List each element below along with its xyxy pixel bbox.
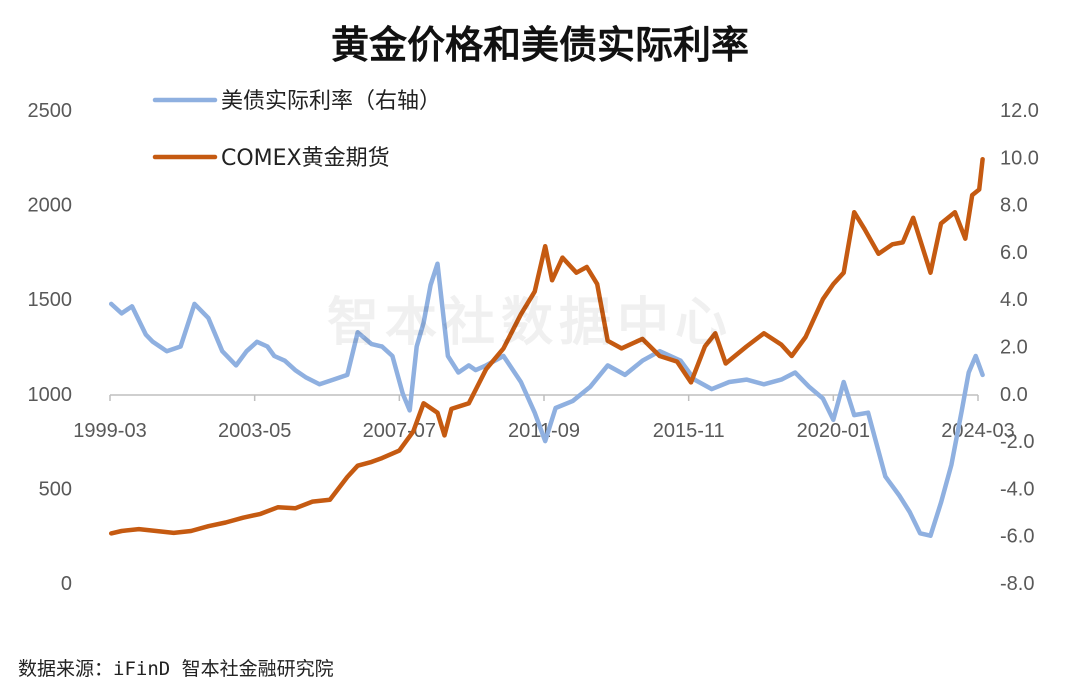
axes-group: 0 500 1000 1500 2000 2500 -8.0 -6.0 -4.0 -2.0 0.0 2…	[28, 100, 1039, 595]
series-line-gold-futures	[108, 156, 985, 536]
y-right-tick-label: -4.0	[1000, 478, 1034, 500]
x-tick-label: 2020-01	[797, 420, 870, 442]
y-right-tick-label: 12.0	[1000, 100, 1039, 122]
y-right-tick-label: 0.0	[1000, 384, 1028, 406]
y-right-tick-label: -2.0	[1000, 431, 1034, 453]
x-tick-label: 2011-09	[508, 420, 580, 442]
y-left-tick-label: 1500	[28, 289, 73, 311]
series-line-real-rate	[108, 261, 985, 538]
x-tick-label: 2003-05	[218, 420, 291, 442]
legend-group: 美债实际利率（右轴） COMEX黄金期货	[152, 89, 441, 171]
y-left-tick-label: 2000	[28, 195, 73, 217]
y-right-tick-label: 2.0	[1000, 337, 1028, 359]
watermark-text: 智本社数据中心	[326, 293, 733, 353]
y-right-tick-label: 6.0	[1000, 242, 1028, 264]
y-left-tick-label: 500	[39, 478, 72, 500]
legend-label: COMEX黄金期货	[221, 146, 390, 171]
y-right-tick-label: -6.0	[1000, 526, 1034, 548]
y-right-tick-label: 8.0	[1000, 195, 1028, 217]
x-tick-label: 2024-03	[941, 420, 1014, 442]
series-group	[108, 156, 985, 538]
y-right-tick-label: 4.0	[1000, 289, 1028, 311]
legend-label: 美债实际利率（右轴）	[221, 89, 441, 114]
x-tick-label: 1999-03	[73, 420, 146, 442]
x-tick-label: 2015-11	[653, 420, 725, 442]
y-left-tick-label: 0	[61, 573, 72, 595]
source-note: 数据来源：iFinD 智本社金融研究院	[18, 658, 334, 680]
y-left-tick-label: 2500	[28, 100, 73, 122]
x-tick-label: 2007-07	[363, 420, 436, 442]
y-right-tick-label: -8.0	[1000, 573, 1034, 595]
chart-title: 黄金价格和美债实际利率	[330, 23, 749, 67]
y-right-tick-label: 10.0	[1000, 147, 1039, 169]
y-left-tick-label: 1000	[28, 384, 73, 406]
